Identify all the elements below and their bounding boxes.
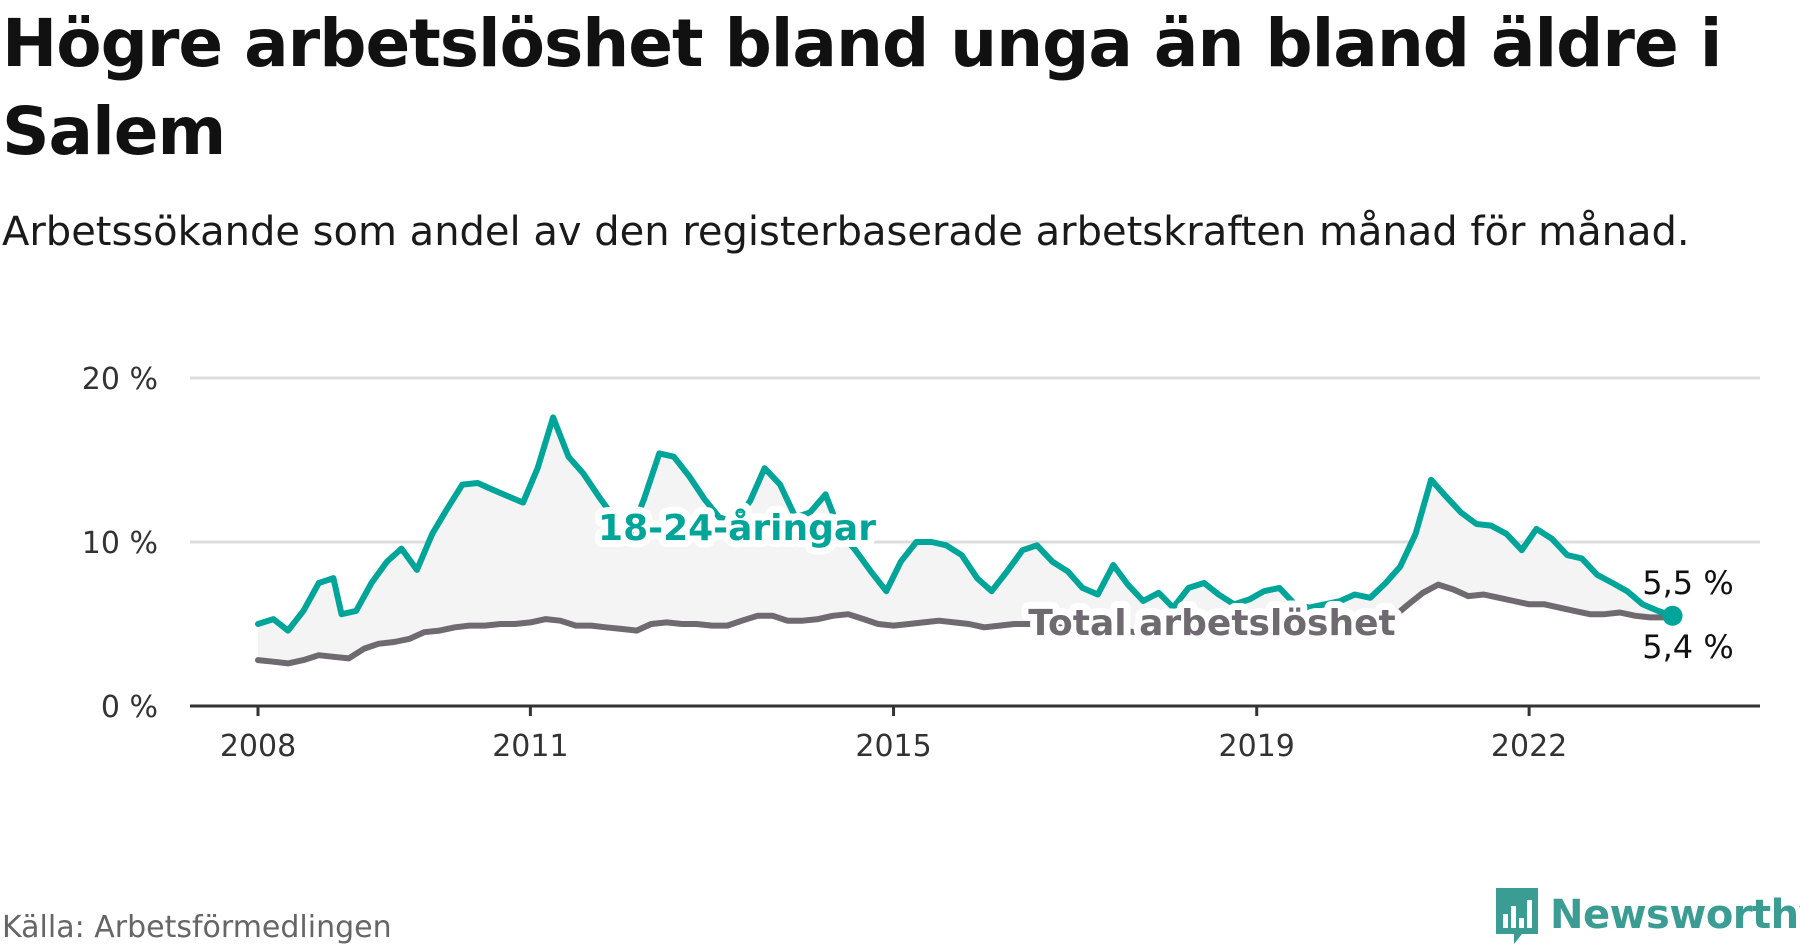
- x-tick-label: 2019: [1219, 729, 1295, 764]
- chart-title: Högre arbetslöshet bland unga än bland ä…: [2, 5, 1722, 170]
- grid-layer: [190, 376, 1760, 544]
- source-note: Källa: Arbetsförmedlingen: [2, 910, 392, 945]
- end-point-marker: [1662, 605, 1683, 626]
- y-tick-label: 20 %: [82, 362, 158, 397]
- y-tick-label: 0 %: [101, 690, 158, 725]
- x-tick-label: 2022: [1491, 729, 1567, 764]
- series-label-total: Total arbetslöshet: [1028, 603, 1396, 644]
- axis-layer: 0 % 10 % 20 % 2008 2011 2015 2019 2022: [82, 362, 1760, 764]
- brand-name: Newsworthy: [1550, 892, 1800, 938]
- series-line-total: [255, 581, 1676, 667]
- series-label-total-halo: Total arbetslöshet: [1028, 603, 1396, 644]
- brand-logo: Newsworthy: [1492, 884, 1800, 946]
- series-label-youth: 18-24-åringar: [598, 508, 876, 549]
- series-label-youth-halo: 18-24-åringar: [598, 508, 876, 549]
- chart-logo-icon: [1496, 888, 1538, 944]
- gap-band: [258, 417, 1673, 664]
- x-tick-label: 2008: [220, 729, 296, 764]
- end-label-total: 5,4 %: [1642, 628, 1733, 666]
- series-line-youth: [255, 414, 1676, 634]
- chart-subtitle: Arbetssökande som andel av den registerb…: [2, 209, 1690, 255]
- y-tick-label: 10 %: [82, 526, 158, 561]
- end-label-youth: 5,5 %: [1642, 564, 1733, 602]
- x-tick-label: 2011: [492, 729, 568, 764]
- series-layer: [255, 414, 1676, 667]
- x-tick-label: 2015: [855, 729, 931, 764]
